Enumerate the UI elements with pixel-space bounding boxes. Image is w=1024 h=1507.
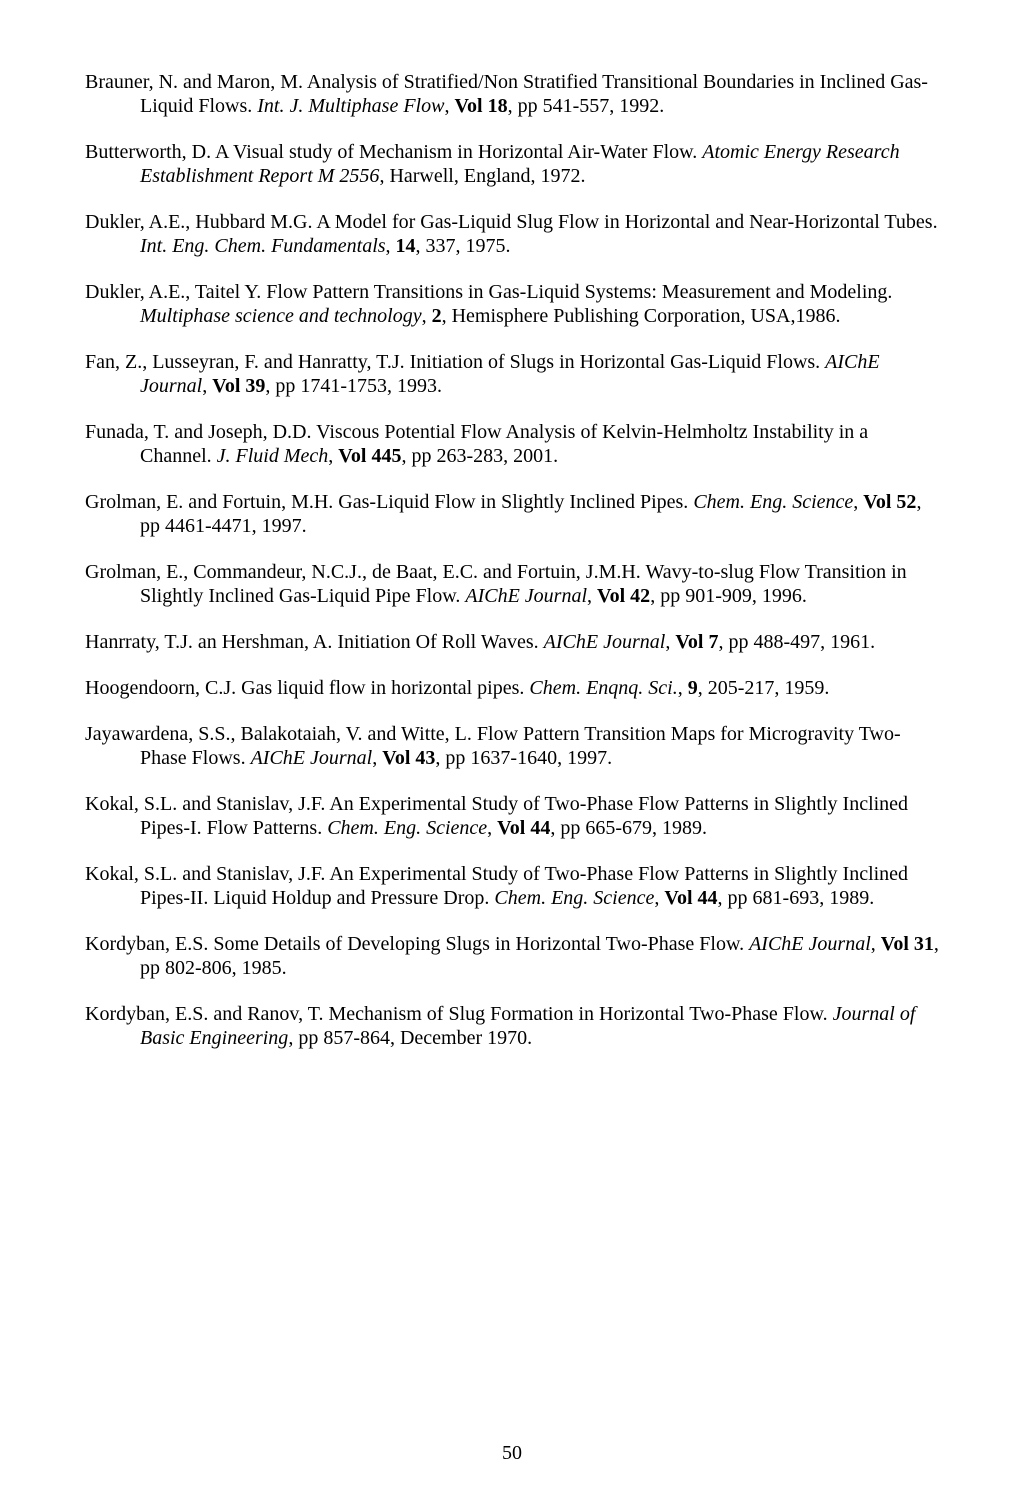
reference-entry: Dukler, A.E., Hubbard M.G. A Model for G… [85, 210, 939, 258]
reference-entry: Jayawardena, S.S., Balakotaiah, V. and W… [85, 722, 939, 770]
page-number: 50 [0, 1441, 1024, 1465]
reference-entry: Hoogendoorn, C.J. Gas liquid flow in hor… [85, 676, 939, 700]
reference-entry: Dukler, A.E., Taitel Y. Flow Pattern Tra… [85, 280, 939, 328]
reference-entry: Kordyban, E.S. Some Details of Developin… [85, 932, 939, 980]
references-list: Brauner, N. and Maron, M. Analysis of St… [85, 70, 939, 1050]
reference-entry: Hanrraty, T.J. an Hershman, A. Initiatio… [85, 630, 939, 654]
reference-entry: Grolman, E., Commandeur, N.C.J., de Baat… [85, 560, 939, 608]
reference-entry: Grolman, E. and Fortuin, M.H. Gas-Liquid… [85, 490, 939, 538]
reference-entry: Fan, Z., Lusseyran, F. and Hanratty, T.J… [85, 350, 939, 398]
reference-entry: Kokal, S.L. and Stanislav, J.F. An Exper… [85, 862, 939, 910]
reference-entry: Brauner, N. and Maron, M. Analysis of St… [85, 70, 939, 118]
reference-entry: Kokal, S.L. and Stanislav, J.F. An Exper… [85, 792, 939, 840]
reference-entry: Kordyban, E.S. and Ranov, T. Mechanism o… [85, 1002, 939, 1050]
reference-entry: Funada, T. and Joseph, D.D. Viscous Pote… [85, 420, 939, 468]
reference-entry: Butterworth, D. A Visual study of Mechan… [85, 140, 939, 188]
